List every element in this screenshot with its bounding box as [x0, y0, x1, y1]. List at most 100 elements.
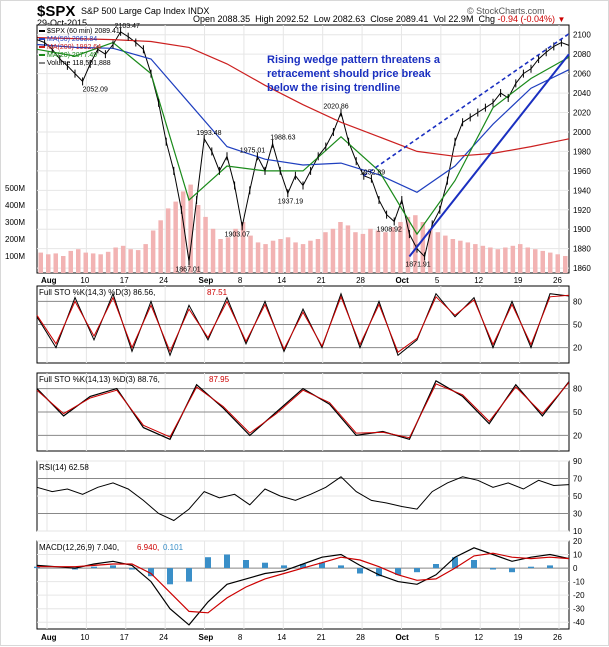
macd-y-tick: 0	[573, 564, 578, 573]
open-value: 2088.35	[217, 14, 251, 24]
volume-bar	[53, 253, 58, 273]
macd-signal-value: 6.940,	[137, 543, 159, 552]
macd-histogram-bar	[262, 562, 268, 569]
price-y-tick: 2060	[573, 70, 591, 79]
close-label: Close	[370, 14, 394, 24]
volume-bar	[263, 244, 268, 273]
macd-histogram-bar	[490, 568, 496, 570]
volume-bar	[390, 227, 396, 273]
macd-histogram-bar	[281, 565, 287, 569]
x-tick-bottom: Aug	[41, 633, 57, 642]
low-label: Low	[313, 14, 331, 24]
volume-bar	[61, 256, 66, 273]
macd-histogram-bar	[224, 554, 230, 568]
sto1-d-value: 87.51	[207, 288, 228, 297]
volume-bar	[105, 251, 111, 274]
price-y-tick: 2000	[573, 128, 591, 137]
price-y-tick: 2040	[573, 89, 591, 98]
sto1-y-tick: 20	[573, 344, 582, 353]
macd-histogram-bar	[186, 568, 192, 582]
volume-bar	[135, 250, 141, 273]
volume-bar	[360, 233, 366, 273]
x-tick-bottom: 19	[514, 633, 523, 642]
macd-y-tick: 10	[573, 551, 582, 560]
volume-bar	[225, 237, 231, 273]
macd-histogram-bar	[338, 565, 344, 569]
x-tick-bottom: 10	[80, 633, 89, 642]
volume-value: 22.9M	[448, 14, 474, 24]
sto1-y-tick: 50	[573, 321, 582, 330]
volume-bar	[428, 228, 433, 273]
volume-bar	[383, 232, 388, 273]
ohlc-readout: Open 2088.35 High 2092.52 Low 2082.63 Cl…	[193, 14, 565, 24]
signal-line	[37, 552, 570, 614]
volume-label: Vol	[433, 14, 446, 24]
rsi-y-tick: 90	[573, 457, 582, 466]
price-label: 1975.01	[240, 147, 265, 154]
volume-bar	[128, 249, 133, 273]
volume-bar	[435, 232, 441, 273]
volume-bar	[76, 249, 81, 273]
stockcharts-watermark: © StockCharts.com	[467, 6, 545, 16]
x-tick: 24	[159, 276, 168, 285]
x-tick-bottom: Oct	[395, 633, 409, 642]
x-tick-bottom: 17	[120, 633, 129, 642]
x-tick-bottom: 12	[474, 633, 483, 642]
sto2-y-tick: 20	[573, 431, 582, 440]
volume-bar	[293, 242, 298, 273]
x-tick-bottom: 24	[159, 633, 168, 642]
macd-histogram-bar	[243, 560, 249, 569]
macd-histogram-bar	[319, 562, 325, 569]
volume-bar	[68, 250, 73, 273]
macd-histogram-bar	[528, 566, 534, 569]
volume-tick: 200M	[5, 235, 25, 244]
volume-bar	[540, 250, 545, 273]
volume-bar	[398, 222, 403, 273]
x-tick: Aug	[41, 276, 57, 285]
macd-y-tick: -40	[573, 618, 585, 627]
macd-histogram-bar	[452, 557, 458, 568]
x-tick-bottom: 8	[238, 633, 243, 642]
rsi-y-tick: 70	[573, 475, 582, 484]
ma20-line	[36, 41, 570, 236]
rsi-y-tick: 50	[573, 492, 582, 501]
trendline-support	[408, 53, 570, 258]
x-tick: 19	[514, 276, 523, 285]
macd-histogram-bar	[129, 568, 135, 570]
volume-bar	[368, 228, 373, 273]
symbol: $SPX	[37, 3, 76, 20]
volume-bar	[233, 228, 238, 273]
macd-histogram-bar	[300, 564, 306, 569]
macd-y-tick: -20	[573, 591, 585, 600]
rsi-y-tick: 30	[573, 510, 582, 519]
macd-histogram-bar	[509, 568, 515, 573]
change-label: Chg	[478, 14, 495, 24]
volume-bar	[113, 247, 118, 273]
volume-tick: 500M	[5, 184, 25, 193]
price-label: 1867.01	[175, 266, 200, 273]
macd-histogram-bar	[34, 566, 40, 569]
sto1-y-tick: 80	[573, 297, 582, 306]
volume-tick: 400M	[5, 201, 25, 210]
volume-bar	[120, 245, 126, 273]
volume-bar	[533, 249, 538, 273]
volume-bar	[180, 191, 186, 273]
volume-bar	[218, 239, 223, 273]
sto2-y-tick: 80	[573, 385, 582, 394]
down-arrow-icon: ▼	[557, 15, 566, 24]
close-value: 2089.41	[395, 14, 429, 24]
x-tick-bottom: 14	[277, 633, 286, 642]
price-label: 1993.48	[196, 130, 221, 137]
volume-bar	[143, 244, 148, 273]
x-tick: 26	[553, 276, 562, 285]
wedge-annotation: Rising wedge pattern threatens a	[267, 54, 441, 66]
volume-bar	[165, 208, 171, 273]
volume-bar	[38, 252, 43, 273]
volume-tick: 100M	[5, 252, 25, 261]
legend-label: MA(200) 1992.64	[47, 44, 101, 51]
volume-bar	[375, 230, 381, 273]
volume-bar	[188, 184, 193, 273]
price-y-tick: 1860	[573, 264, 591, 273]
volume-bar	[338, 222, 343, 273]
